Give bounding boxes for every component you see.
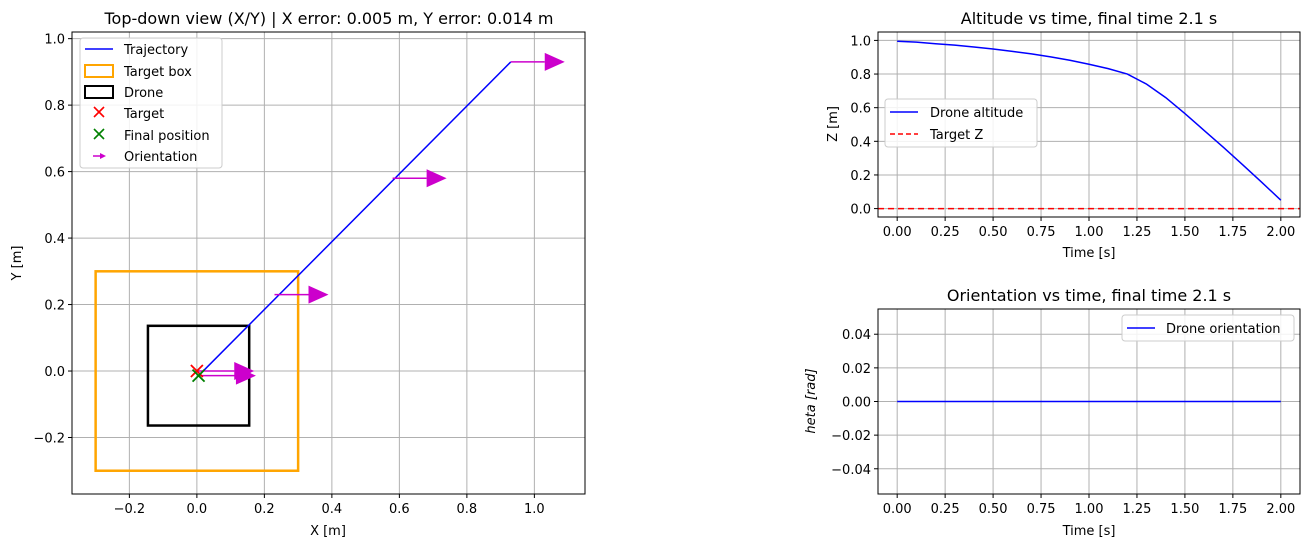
altitude-xtick-label: 0.00 <box>883 225 912 240</box>
top-down-xtick-label: 0.6 <box>389 502 410 517</box>
legend-drone-orientation-label: Drone orientation <box>1166 322 1281 337</box>
orientation-arrow <box>392 169 447 188</box>
legend-target-box-swatch <box>84 64 114 78</box>
altitude-plot: Altitude vs time, final time 2.1 s 0.00 0… <box>826 9 1301 261</box>
orientation-xtick-label: 1.00 <box>1075 502 1104 517</box>
top-down-ytick-label: 0.6 <box>44 166 65 181</box>
orientation-legend-box <box>1121 314 1295 342</box>
top-down-plot: Top-down view (X/Y) | X error: 0.005 m, … <box>10 9 586 539</box>
legend-orientation-label: Orientation <box>124 150 197 165</box>
legend-target-marker <box>93 106 105 118</box>
orientation-ylabel: heta [rad] <box>804 368 819 433</box>
altitude-title: Altitude vs time, final time 2.1 s <box>961 9 1217 28</box>
altitude-ytick-label: 1.0 <box>850 34 871 49</box>
altitude-legend-box <box>884 98 1038 148</box>
orientation-xtick-label: 1.75 <box>1218 502 1247 517</box>
orientation-xtick-label: 0.25 <box>931 502 960 517</box>
orientation-xtick-label: 0.00 <box>883 502 912 517</box>
legend-drone-swatch <box>84 85 114 99</box>
top-down-ytick-label: 0.8 <box>44 99 65 114</box>
trajectory-line <box>198 61 512 377</box>
top-down-xtick-label: 1.0 <box>524 502 545 517</box>
altitude-xtick-label: 1.75 <box>1218 225 1247 240</box>
final-position-marker <box>191 369 206 383</box>
orientation-ytick-label: −0.04 <box>831 463 871 478</box>
target-box <box>94 270 300 472</box>
top-down-ytick-label: −0.2 <box>33 431 65 446</box>
altitude-ytick-label: 0.6 <box>850 102 871 117</box>
orientation-ytick-label: 0.04 <box>842 328 871 343</box>
altitude-ytick-label: 0.8 <box>850 68 871 83</box>
target-marker <box>190 364 204 378</box>
orientation-ytick-label: −0.02 <box>831 429 871 444</box>
top-down-ytick-label: 1.0 <box>44 33 65 48</box>
altitude-xlabel: Time [s] <box>1062 246 1116 261</box>
legend-target-label: Target <box>123 107 164 122</box>
top-down-plot-frame <box>71 31 586 495</box>
orientation-arrow <box>510 52 565 71</box>
altitude-xtick-label: 1.00 <box>1075 225 1104 240</box>
altitude-ytick-label: 0.4 <box>850 135 871 150</box>
top-down-xtick-label: 0.4 <box>322 502 343 517</box>
altitude-xtick-label: 0.25 <box>931 225 960 240</box>
top-down-ytick-label: 0.0 <box>44 365 65 380</box>
top-down-xlabel: X [m] <box>310 524 346 539</box>
altitude-xtick-label: 0.50 <box>979 225 1008 240</box>
altitude-xtick-label: 0.75 <box>1027 225 1056 240</box>
altitude-xtick-label: 1.25 <box>1122 225 1151 240</box>
legend-target-z-label: Target Z <box>929 128 983 143</box>
legend-final-position-marker <box>93 128 105 140</box>
top-down-title: Top-down view (X/Y) | X error: 0.005 m, … <box>103 9 553 28</box>
top-down-ytick-label: 0.2 <box>44 299 65 314</box>
orientation-title: Orientation vs time, final time 2.1 s <box>947 286 1231 305</box>
altitude-ylabel: Z [m] <box>826 106 841 142</box>
orientation-legend: Drone orientation <box>1121 314 1295 342</box>
drone-altitude-line <box>897 40 1282 201</box>
legend-drone-altitude-label: Drone altitude <box>930 106 1023 121</box>
legend-drone-label: Drone <box>124 86 163 101</box>
top-down-xtick-label: 0.8 <box>457 502 478 517</box>
legend-final-position-label: Final position <box>124 129 210 144</box>
orientation-arrow <box>274 285 329 304</box>
top-down-ytick-label: 0.4 <box>44 232 65 247</box>
altitude-ytick-label: 0.0 <box>850 203 871 218</box>
orientation-arrow <box>198 366 256 385</box>
orientation-plot: Orientation vs time, final time 2.1 s 0.… <box>804 286 1301 539</box>
orientation-ytick-label: 0.00 <box>842 396 871 411</box>
top-down-xtick-label: −0.2 <box>114 502 146 517</box>
orientation-xtick-label: 0.75 <box>1027 502 1056 517</box>
legend-trajectory-label: Trajectory <box>123 43 188 58</box>
top-down-xtick-label: 0.2 <box>254 502 275 517</box>
orientation-xtick-label: 1.50 <box>1170 502 1199 517</box>
top-down-legend: Trajectory Target box Drone Target Final… <box>79 37 223 169</box>
orientation-xtick-label: 0.50 <box>979 502 1008 517</box>
top-down-ylabel: Y [m] <box>10 246 25 282</box>
orientation-xlabel: Time [s] <box>1062 524 1116 539</box>
orientation-xtick-label: 1.25 <box>1122 502 1151 517</box>
altitude-xtick-label: 1.50 <box>1170 225 1199 240</box>
legend-target-box-label: Target box <box>123 65 192 80</box>
orientation-ylabel-text: heta [rad] <box>804 368 819 433</box>
orientation-ytick-label: 0.02 <box>842 362 871 377</box>
legend-orientation-arrow <box>93 153 106 159</box>
altitude-legend: Drone altitude Target Z <box>884 98 1038 148</box>
altitude-xtick-label: 2.00 <box>1266 225 1295 240</box>
top-down-xtick-label: 0.0 <box>187 502 208 517</box>
top-down-legend-box <box>79 37 223 169</box>
altitude-ytick-label: 0.2 <box>850 169 871 184</box>
orientation-xtick-label: 2.00 <box>1266 502 1295 517</box>
